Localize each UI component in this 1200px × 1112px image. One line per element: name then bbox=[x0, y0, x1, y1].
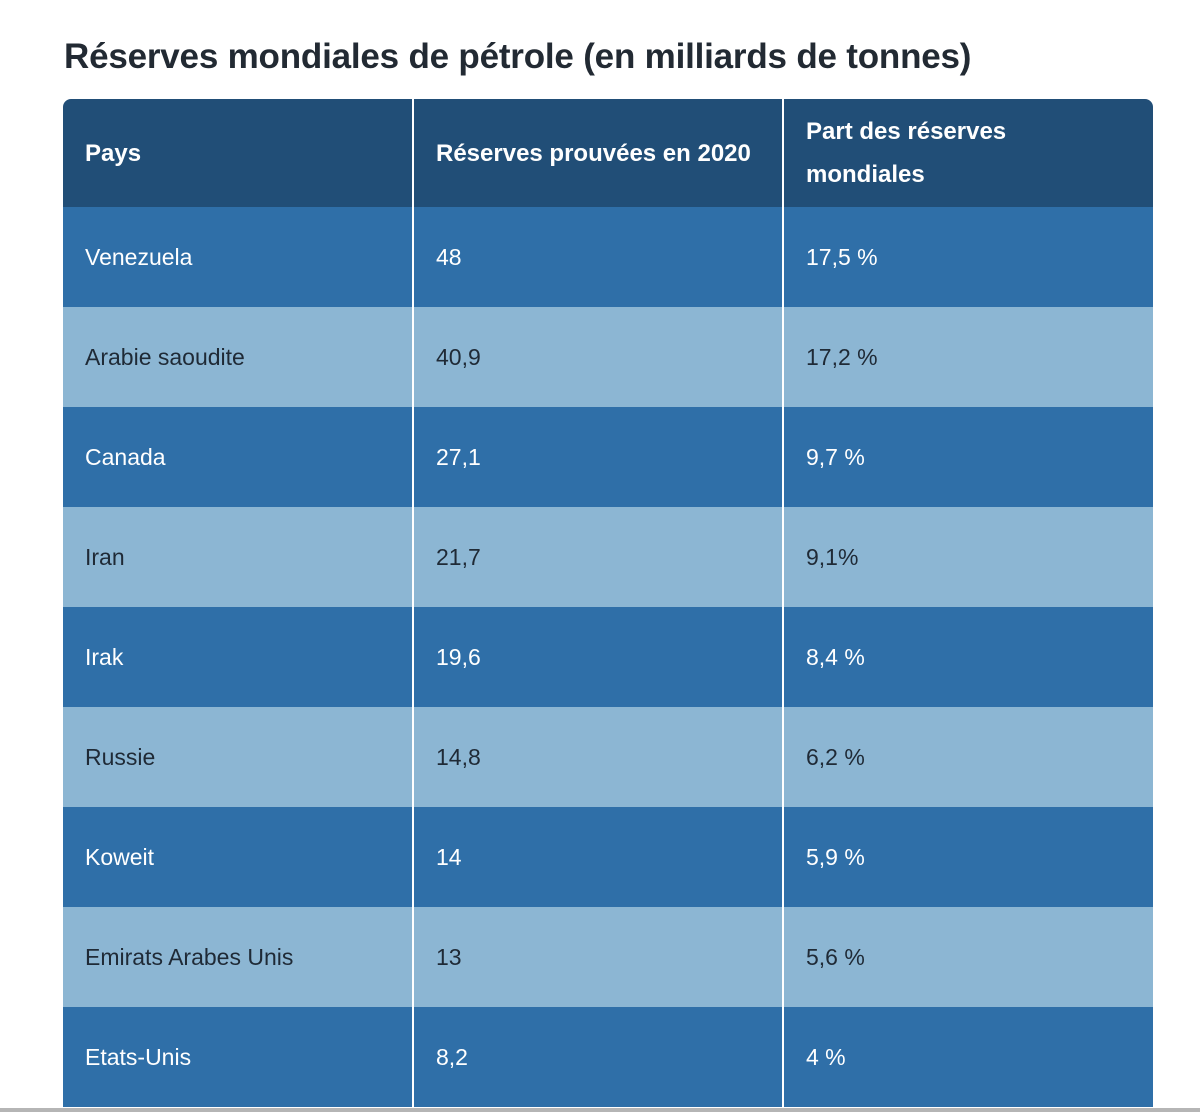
cell-reserves: 19,6 bbox=[412, 607, 783, 707]
cell-country: Russie bbox=[63, 707, 413, 807]
cell-share: 17,5 % bbox=[782, 207, 1153, 307]
cell-country: Canada bbox=[63, 407, 413, 507]
cell-country: Etats-Unis bbox=[63, 1007, 413, 1107]
cell-country: Venezuela bbox=[63, 207, 413, 307]
table-header-row: Pays Réserves prouvées en 2020 Part des … bbox=[63, 99, 1153, 207]
cell-country: Iran bbox=[63, 507, 413, 607]
cell-reserves: 21,7 bbox=[412, 507, 783, 607]
cell-reserves: 14 bbox=[412, 807, 783, 907]
cell-share: 8,4 % bbox=[782, 607, 1153, 707]
table-row: Irak 19,6 8,4 % bbox=[63, 607, 1153, 707]
table-row: Arabie saoudite 40,9 17,2 % bbox=[63, 307, 1153, 407]
cell-reserves: 48 bbox=[412, 207, 783, 307]
cell-country: Emirats Arabes Unis bbox=[63, 907, 413, 1007]
cell-share: 9,7 % bbox=[782, 407, 1153, 507]
cell-share: 6,2 % bbox=[782, 707, 1153, 807]
table-row: Etats-Unis 8,2 4 % bbox=[63, 1007, 1153, 1107]
cell-share: 9,1% bbox=[782, 507, 1153, 607]
cell-reserves: 40,9 bbox=[412, 307, 783, 407]
table-row: Russie 14,8 6,2 % bbox=[63, 707, 1153, 807]
cell-share: 5,6 % bbox=[782, 907, 1153, 1007]
reserves-table-container: Pays Réserves prouvées en 2020 Part des … bbox=[63, 99, 1153, 1107]
header-proven-reserves: Réserves prouvées en 2020 bbox=[412, 99, 783, 207]
cell-share: 5,9 % bbox=[782, 807, 1153, 907]
header-world-share: Part des réserves mondiales bbox=[782, 99, 1153, 207]
table-row: Emirats Arabes Unis 13 5,6 % bbox=[63, 907, 1153, 1007]
page-title: Réserves mondiales de pétrole (en millia… bbox=[64, 37, 972, 76]
cell-reserves: 8,2 bbox=[412, 1007, 783, 1107]
cell-reserves: 27,1 bbox=[412, 407, 783, 507]
table-row: Canada 27,1 9,7 % bbox=[63, 407, 1153, 507]
cell-reserves: 13 bbox=[412, 907, 783, 1007]
header-country: Pays bbox=[63, 99, 413, 207]
table-header: Pays Réserves prouvées en 2020 Part des … bbox=[63, 99, 1153, 207]
cell-share: 4 % bbox=[782, 1007, 1153, 1107]
cell-country: Koweit bbox=[63, 807, 413, 907]
cell-reserves: 14,8 bbox=[412, 707, 783, 807]
table-row: Iran 21,7 9,1% bbox=[63, 507, 1153, 607]
cell-country: Irak bbox=[63, 607, 413, 707]
cell-country: Arabie saoudite bbox=[63, 307, 413, 407]
cell-share: 17,2 % bbox=[782, 307, 1153, 407]
reserves-table: Pays Réserves prouvées en 2020 Part des … bbox=[63, 99, 1153, 1107]
table-body: Venezuela 48 17,5 % Arabie saoudite 40,9… bbox=[63, 207, 1153, 1107]
table-row: Koweit 14 5,9 % bbox=[63, 807, 1153, 907]
bottom-divider bbox=[0, 1108, 1200, 1112]
table-row: Venezuela 48 17,5 % bbox=[63, 207, 1153, 307]
